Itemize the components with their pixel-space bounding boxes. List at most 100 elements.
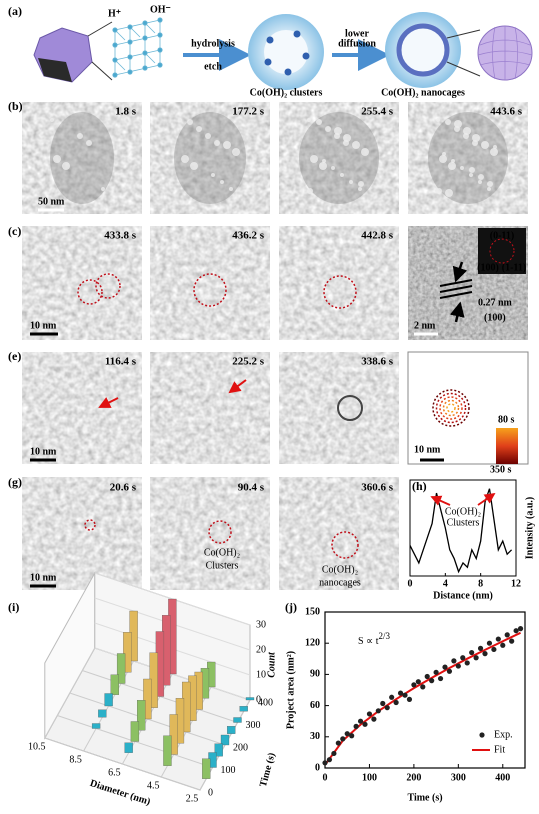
highlight-ring — [435, 392, 467, 424]
z-axis-title: Count — [266, 651, 277, 678]
schematic — [33, 12, 533, 90]
z-tick-label: 10 — [256, 669, 266, 680]
panel-label: (e) — [8, 349, 21, 363]
void — [352, 141, 360, 149]
x-axis-title: Distance (nm) — [433, 590, 493, 601]
data-point — [464, 660, 470, 666]
particle-region — [50, 112, 114, 204]
label: lower — [345, 28, 369, 39]
x-tick-label: 4 — [443, 578, 448, 589]
data-point — [437, 675, 444, 682]
void — [442, 152, 446, 156]
data-point — [357, 718, 364, 724]
legend-label: Fit — [494, 744, 505, 755]
y-tick-label: 400 — [258, 697, 273, 708]
annotation: S ∝ t2/3 — [358, 631, 390, 647]
x-tick-label: 400 — [495, 772, 510, 783]
void — [316, 119, 322, 125]
nanocage-shell — [396, 23, 450, 77]
void — [232, 148, 240, 156]
void — [445, 119, 451, 125]
data-point — [500, 642, 506, 648]
data-point — [397, 690, 404, 696]
micrograph — [22, 102, 142, 214]
panel-label: (c) — [8, 224, 21, 238]
lattice-fringe — [439, 285, 473, 293]
micrograph — [22, 477, 142, 590]
bar — [227, 726, 236, 734]
bar — [143, 678, 152, 720]
annotation-text: S ∝ t — [358, 636, 379, 647]
grid-line — [44, 737, 201, 791]
legend-label: Exp. — [494, 729, 513, 740]
data-point — [349, 733, 355, 739]
void — [307, 118, 311, 122]
data-point — [517, 626, 524, 632]
panel-label: (j) — [285, 600, 297, 614]
x-tick-label: 2.5 — [186, 793, 199, 804]
colorbar-label: 350 s — [490, 464, 512, 475]
void — [493, 145, 497, 149]
y-tick-label: 90 — [310, 669, 320, 680]
x-tick-label: 0 — [323, 772, 328, 783]
connector — [91, 61, 113, 81]
y-tick-label: 60 — [310, 700, 320, 711]
scale-label: 2 nm — [414, 320, 436, 331]
void — [343, 134, 351, 142]
panel-label: (g) — [8, 475, 22, 489]
scale-label: 10 nm — [30, 320, 57, 331]
micrograph — [150, 102, 270, 214]
void — [451, 159, 455, 163]
data-point — [424, 673, 430, 680]
panel-label: (b) — [8, 99, 23, 113]
void — [487, 181, 493, 187]
data-point — [415, 679, 421, 685]
data-point — [513, 628, 519, 634]
void — [469, 167, 475, 173]
arrow — [452, 261, 468, 283]
void — [220, 180, 224, 184]
plot-frame — [409, 479, 517, 577]
z-tick-label: 20 — [256, 644, 266, 655]
void — [445, 189, 453, 197]
z-tick-label: 30 — [256, 619, 266, 630]
time-label: 338.6 s — [361, 356, 394, 368]
highlight-ring — [95, 273, 121, 299]
micrograph — [279, 226, 399, 340]
void — [178, 118, 182, 122]
void — [325, 126, 331, 132]
void — [478, 174, 484, 180]
bar — [245, 697, 255, 701]
bar — [163, 735, 172, 766]
highlight-ring — [446, 403, 456, 413]
void — [77, 133, 83, 139]
data-point — [344, 731, 350, 737]
data-point — [469, 649, 475, 656]
data-point — [331, 750, 337, 757]
clusters — [264, 30, 310, 76]
data-point — [455, 663, 461, 669]
data-point — [406, 696, 413, 702]
label: OH⁻ — [150, 4, 171, 15]
data-point — [509, 638, 515, 644]
x-tick-label: 10.5 — [28, 741, 46, 752]
pointer — [430, 495, 451, 506]
x-tick-label: 12 — [511, 578, 521, 589]
void — [214, 140, 220, 146]
void — [358, 181, 364, 187]
scale-label: 10 nm — [414, 444, 441, 455]
colorbar — [496, 428, 518, 464]
plot-frame — [324, 611, 526, 769]
panel-label: (h) — [412, 479, 427, 493]
y-tick-label: 30 — [310, 731, 320, 742]
pointer — [477, 492, 496, 506]
void — [181, 155, 189, 163]
micrograph — [150, 352, 270, 464]
lattice-fringe — [439, 291, 473, 299]
polyhedron-face — [38, 58, 72, 82]
bar — [136, 700, 146, 731]
bar — [169, 714, 178, 755]
data-point — [433, 669, 439, 675]
void — [187, 119, 193, 125]
